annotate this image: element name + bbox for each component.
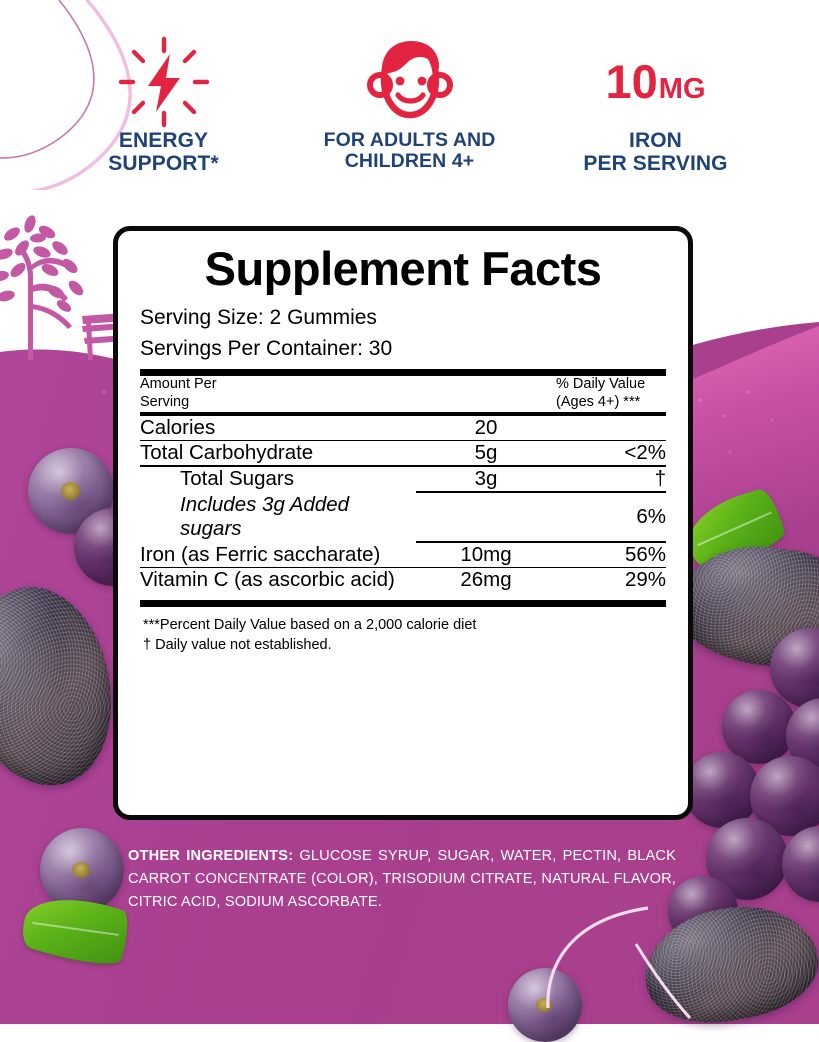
row-separator [140,566,666,569]
row-amount [416,493,556,541]
row-dv [556,416,666,440]
row-amount: 26mg [460,568,512,592]
header-amount-line2: Serving [140,394,190,411]
row-amount: 10mg [460,542,512,566]
row-name: Total Sugars [180,467,294,491]
row-dv: 29% [624,568,666,592]
child-face-icon [366,41,453,119]
badge-iron-dosage: 10 MG IRON PER SERVING [556,34,756,175]
other-ingredients-heading: OTHER INGREDIENTS: [128,848,294,864]
footnote-percent-dv: ***Percent Daily Value based on a 2,000 … [143,617,477,634]
row-separator [140,465,666,468]
row-amount: 3g [474,467,498,491]
table-row: Includes 3g Added sugars 6% [140,493,666,541]
other-ingredients-block: OTHER INGREDIENTS: GLUCOSE SYRUP, SUGAR,… [128,845,676,914]
nutrient-rows-table: Calories 20 Total Carbohydrate 5g <2% To… [140,416,666,592]
supplement-facts-panel: Supplement Facts Serving Size: 2 Gummies… [113,226,693,820]
badge-label-iron-line1: IRON [629,129,682,152]
other-ingredients-text: GLUCOSE SYRUP, SUGAR, WATER, PECTIN, BLA… [128,848,676,911]
badge-label-energy-line1: ENERGY [118,129,209,152]
servings-per-container: Servings Per Container: 30 [140,337,393,361]
grape-r4 [684,752,760,828]
table-row: Total Sugars 3g † [140,467,666,491]
feature-badges-strip: ENERGY SUPPORT* FOR ADULTS AND CHILDREN … [0,34,819,204]
badge-energy-support: ENERGY SUPPORT* [64,34,264,175]
badge-label-energy-line2: SUPPORT* [108,151,219,175]
badge-adults-children: FOR ADULTS AND CHILDREN 4+ [310,34,510,172]
badge-art-dosage: 10 MG [556,34,756,130]
table-row: Iron (as Ferric saccharate) 10mg 56% [140,543,666,567]
table-row: Vitamin C (as ascorbic acid) 26mg 29% [140,568,666,592]
badge-art-child-face [310,34,510,130]
lightning-bolt-icon [118,36,209,128]
header-dv-line1: % Daily Value [556,376,646,393]
header-amount-per-serving: Amount Per Serving [140,376,416,411]
row-separator [140,439,666,442]
serving-size: Serving Size: 2 Gummies [140,306,377,329]
row-name: Vitamin C (as ascorbic acid) [140,568,395,592]
row-name: Iron (as Ferric saccharate) [140,542,381,566]
row-dv: <2% [624,441,666,465]
header-daily-value: % Daily Value (Ages 4+) *** [556,376,666,411]
table-row: Total Carbohydrate 5g <2% [140,441,666,465]
row-name-wrap: Includes 3g Added sugars [140,493,416,541]
rule-med-header [140,411,666,416]
grape-bottom-left [40,828,124,912]
header-dv-line2: (Ages 4+) *** [556,394,641,411]
row-separator-indented [140,491,666,493]
table-header-row: Amount Per Serving % Daily Value (Ages 4… [140,376,666,411]
row-name-wrap: Total Sugars [140,467,416,491]
badge-label-children-line2: CHILDREN 4+ [344,150,475,173]
row-dv: † [654,467,666,491]
row-dv: 6% [636,504,666,528]
grape-r2 [722,690,796,764]
row-amount: 5g [474,441,498,465]
row-dv: 56% [624,542,666,566]
dosage-value: 10 [605,54,658,108]
badge-label-iron-line2: PER SERVING [583,151,728,175]
row-name: Total Carbohydrate [140,441,314,465]
row-amount: 20 [474,415,498,439]
row-separator-indented [140,540,666,543]
header-amount-line1: Amount Per [140,376,217,393]
rule-thick-top [140,369,666,377]
row-name: Calories [140,415,216,439]
rule-thick-bottom [140,600,666,608]
footnote-daily-value: † Daily value not established. [143,636,332,653]
header-spacer [416,376,556,411]
badge-art-energy [64,34,264,130]
dosage-unit: MG [658,72,706,105]
row-name: Includes 3g Added sugars [180,492,350,540]
table-row: Calories 20 [140,416,666,440]
dosage-value-group: 10 MG [605,54,706,108]
supplement-facts-table: Amount Per Serving % Daily Value (Ages 4… [140,376,666,411]
badge-label-children-line1: FOR ADULTS AND [323,129,496,151]
pink-swirl-decoration [0,0,132,190]
pink-tree-bench-decoration [0,215,141,360]
gummy-stem-decoration [546,906,692,1020]
footnotes: ***Percent Daily Value based on a 2,000 … [140,607,666,655]
supplement-facts-title: Supplement Facts [204,242,602,295]
